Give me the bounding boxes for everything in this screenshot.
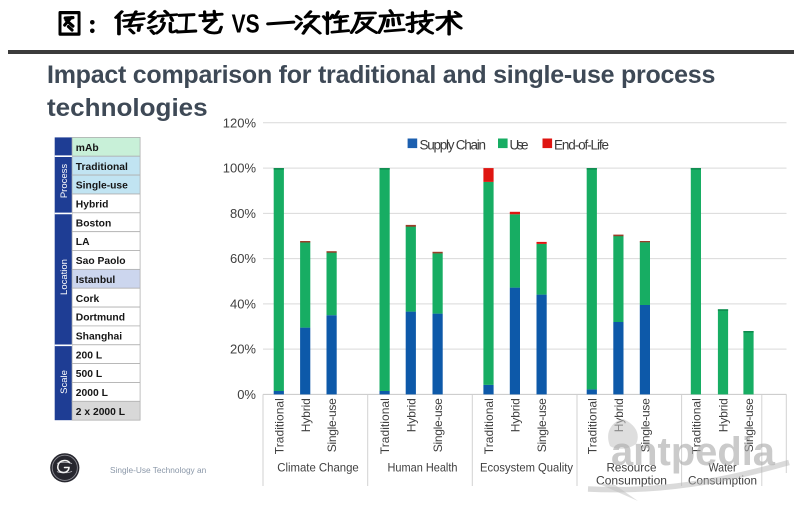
svg-text:200 L: 200 L [76,350,102,361]
svg-text:80%: 80% [230,206,256,221]
svg-text:Scale: Scale [59,370,70,394]
svg-text:Boston: Boston [76,218,111,229]
svg-text:Traditional: Traditional [690,398,704,454]
svg-text:Single-use: Single-use [535,398,549,452]
svg-text:Hybrid: Hybrid [404,398,418,432]
svg-text:Traditional: Traditional [585,398,599,454]
svg-text:Ecosystem Quality: Ecosystem Quality [480,461,574,475]
svg-text:Dortmund: Dortmund [76,313,125,324]
svg-text:100%: 100% [223,161,257,176]
svg-text:Location: Location [59,259,70,295]
svg-text:Resource: Resource [607,461,657,475]
svg-text:antpedia: antpedia [611,430,776,474]
svg-text:mAb: mAb [76,143,99,154]
svg-text:Hybrid: Hybrid [717,398,731,432]
svg-text:Water: Water [709,461,737,475]
svg-text:Single-use: Single-use [742,398,756,452]
svg-text:Supply Chain: Supply Chain [420,138,487,153]
svg-text:Use: Use [510,138,529,153]
svg-text:2000 L: 2000 L [76,388,108,399]
svg-text:Climate Change: Climate Change [277,461,359,475]
svg-text:Hybrid: Hybrid [76,200,109,211]
svg-text:500 L: 500 L [76,369,102,380]
svg-text:Hybrid: Hybrid [299,398,313,432]
svg-text:Single-use: Single-use [431,398,445,452]
svg-text:2 x 2000 L: 2 x 2000 L [76,407,125,418]
svg-text:Single-use: Single-use [76,181,128,192]
svg-text:Consumption: Consumption [596,474,667,488]
svg-text:Cork: Cork [76,294,100,305]
svg-text:Shanghai: Shanghai [76,332,122,343]
svg-text:0%: 0% [237,387,256,402]
svg-text:VS: VS [232,9,260,39]
svg-text:Process: Process [59,164,70,199]
svg-text:Human Health: Human Health [388,461,458,475]
svg-text:20%: 20% [230,342,256,357]
svg-text:Traditional: Traditional [378,398,392,454]
svg-text:Hybrid: Hybrid [509,398,523,432]
svg-text:Traditional: Traditional [272,398,286,454]
svg-text:Single-use: Single-use [639,398,653,452]
svg-text:End-of-Life: End-of-Life [554,138,609,153]
svg-text:Single-Use Technology an: Single-Use Technology an [110,465,207,475]
svg-text:Traditional: Traditional [482,398,496,454]
svg-text:Single-use: Single-use [325,398,339,452]
svg-text:LA: LA [76,237,90,248]
svg-text:Traditional: Traditional [76,162,128,173]
svg-text:40%: 40% [230,297,256,312]
svg-text:120%: 120% [223,115,257,130]
svg-text:Sao Paolo: Sao Paolo [76,256,126,267]
svg-text:Istanbul: Istanbul [76,275,116,286]
svg-text:60%: 60% [230,251,256,266]
